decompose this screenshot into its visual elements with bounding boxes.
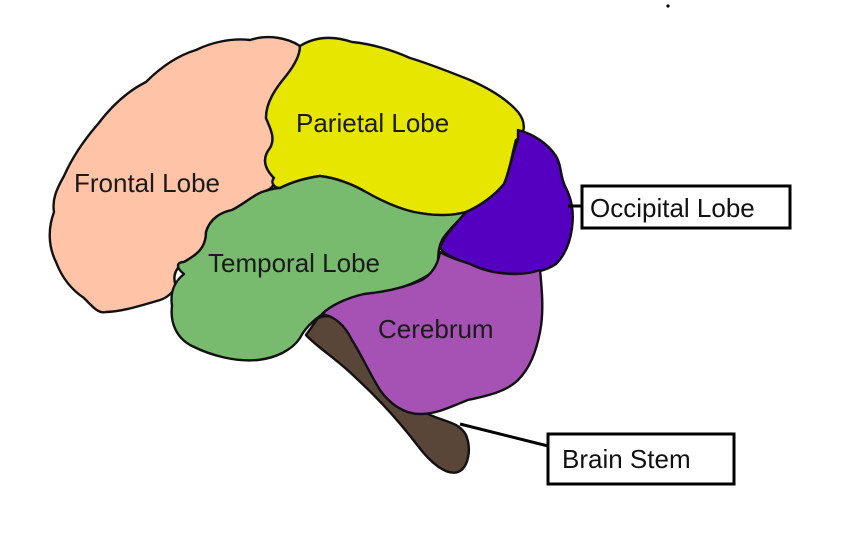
cerebrum-region	[320, 250, 544, 416]
frontal-lobe-label: Frontal Lobe	[74, 168, 220, 198]
occipital-lobe-callout-box	[580, 184, 792, 230]
cerebrum-label: Cerebrum	[378, 314, 494, 344]
occipital-lobe-callout-label: Occipital Lobe	[590, 193, 755, 223]
brain-stem-callout-label: Brain Stem	[562, 444, 691, 474]
temporal-lobe-label: Temporal Lobe	[208, 248, 380, 278]
brain-stem-leader-line	[459, 422, 549, 448]
brain-stem-callout-box	[546, 432, 736, 486]
stray-dot	[666, 4, 670, 8]
parietal-lobe-label: Parietal Lobe	[296, 108, 449, 138]
temporal-lobe-region	[170, 174, 468, 362]
